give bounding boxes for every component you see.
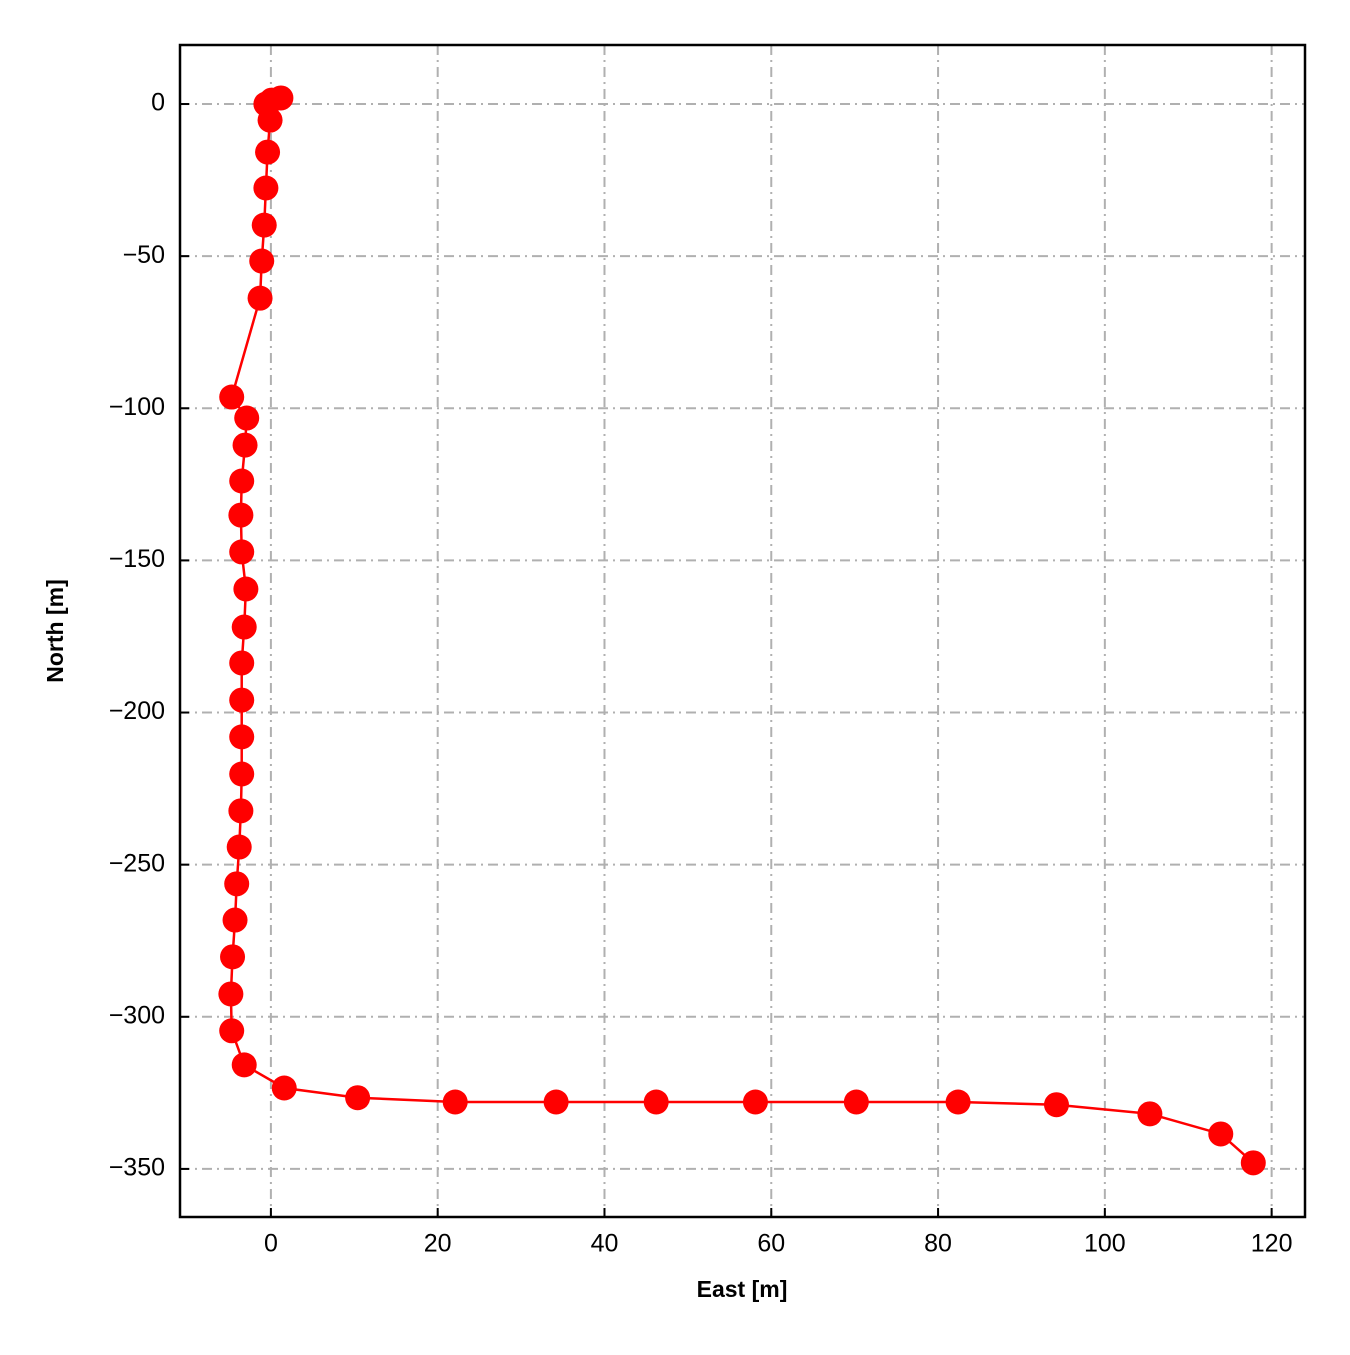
track-point: [249, 248, 275, 274]
plot-area: [180, 45, 1305, 1217]
x-tick-label: 80: [924, 1230, 952, 1258]
track-point: [543, 1089, 569, 1115]
track-point: [345, 1085, 371, 1111]
track-point: [231, 1052, 257, 1078]
y-tick-label: −200: [109, 697, 165, 725]
track-point: [219, 1018, 245, 1044]
y-axis-title: North [m]: [42, 579, 68, 682]
track-point: [1043, 1092, 1069, 1118]
x-tick-label: 40: [591, 1230, 619, 1258]
track-point: [222, 907, 248, 933]
y-tick-label: −350: [109, 1154, 165, 1182]
marks: [218, 85, 1266, 1176]
y-tick-label: −250: [109, 849, 165, 877]
track-point: [229, 539, 255, 565]
track-point: [843, 1089, 869, 1115]
track-point: [224, 871, 250, 897]
track-point: [229, 724, 255, 750]
y-tick-label: 0: [151, 89, 165, 117]
track-point: [945, 1089, 971, 1115]
y-tick-label: −300: [109, 1001, 165, 1029]
track-point: [229, 650, 255, 676]
track-point: [229, 761, 255, 787]
x-tick-label: 60: [757, 1230, 785, 1258]
track-point: [1208, 1121, 1234, 1147]
track-point: [1240, 1150, 1266, 1176]
y-tick-label: −150: [109, 545, 165, 573]
track-point: [232, 432, 258, 458]
track-point: [257, 107, 283, 133]
x-axis-title: East [m]: [697, 1276, 788, 1302]
grid: [180, 45, 1305, 1217]
track-point: [231, 614, 257, 640]
track-point: [1137, 1101, 1163, 1127]
track-point: [233, 576, 259, 602]
plot-frame: [178, 43, 1307, 1219]
track-point: [251, 212, 277, 238]
track-point: [268, 85, 294, 111]
x-tick-label: 0: [264, 1230, 278, 1258]
track-point: [218, 981, 244, 1007]
track-point: [253, 175, 279, 201]
track-point: [247, 285, 273, 311]
track-point: [742, 1089, 768, 1115]
x-tick-label: 120: [1251, 1230, 1293, 1258]
track-point: [234, 405, 260, 431]
track-point: [219, 384, 245, 410]
track-point: [226, 834, 252, 860]
x-tick-label: 100: [1084, 1230, 1126, 1258]
y-tick-label: −50: [123, 241, 165, 269]
x-tick-label: 20: [424, 1230, 452, 1258]
y-tick-label: −100: [109, 393, 165, 421]
track-point: [255, 139, 281, 165]
track-point: [229, 468, 255, 494]
track-point: [229, 687, 255, 713]
track-point: [442, 1089, 468, 1115]
track-point: [228, 502, 254, 528]
track-point: [220, 944, 246, 970]
track-point: [271, 1075, 297, 1101]
track-point: [643, 1089, 669, 1115]
track-point: [228, 798, 254, 824]
